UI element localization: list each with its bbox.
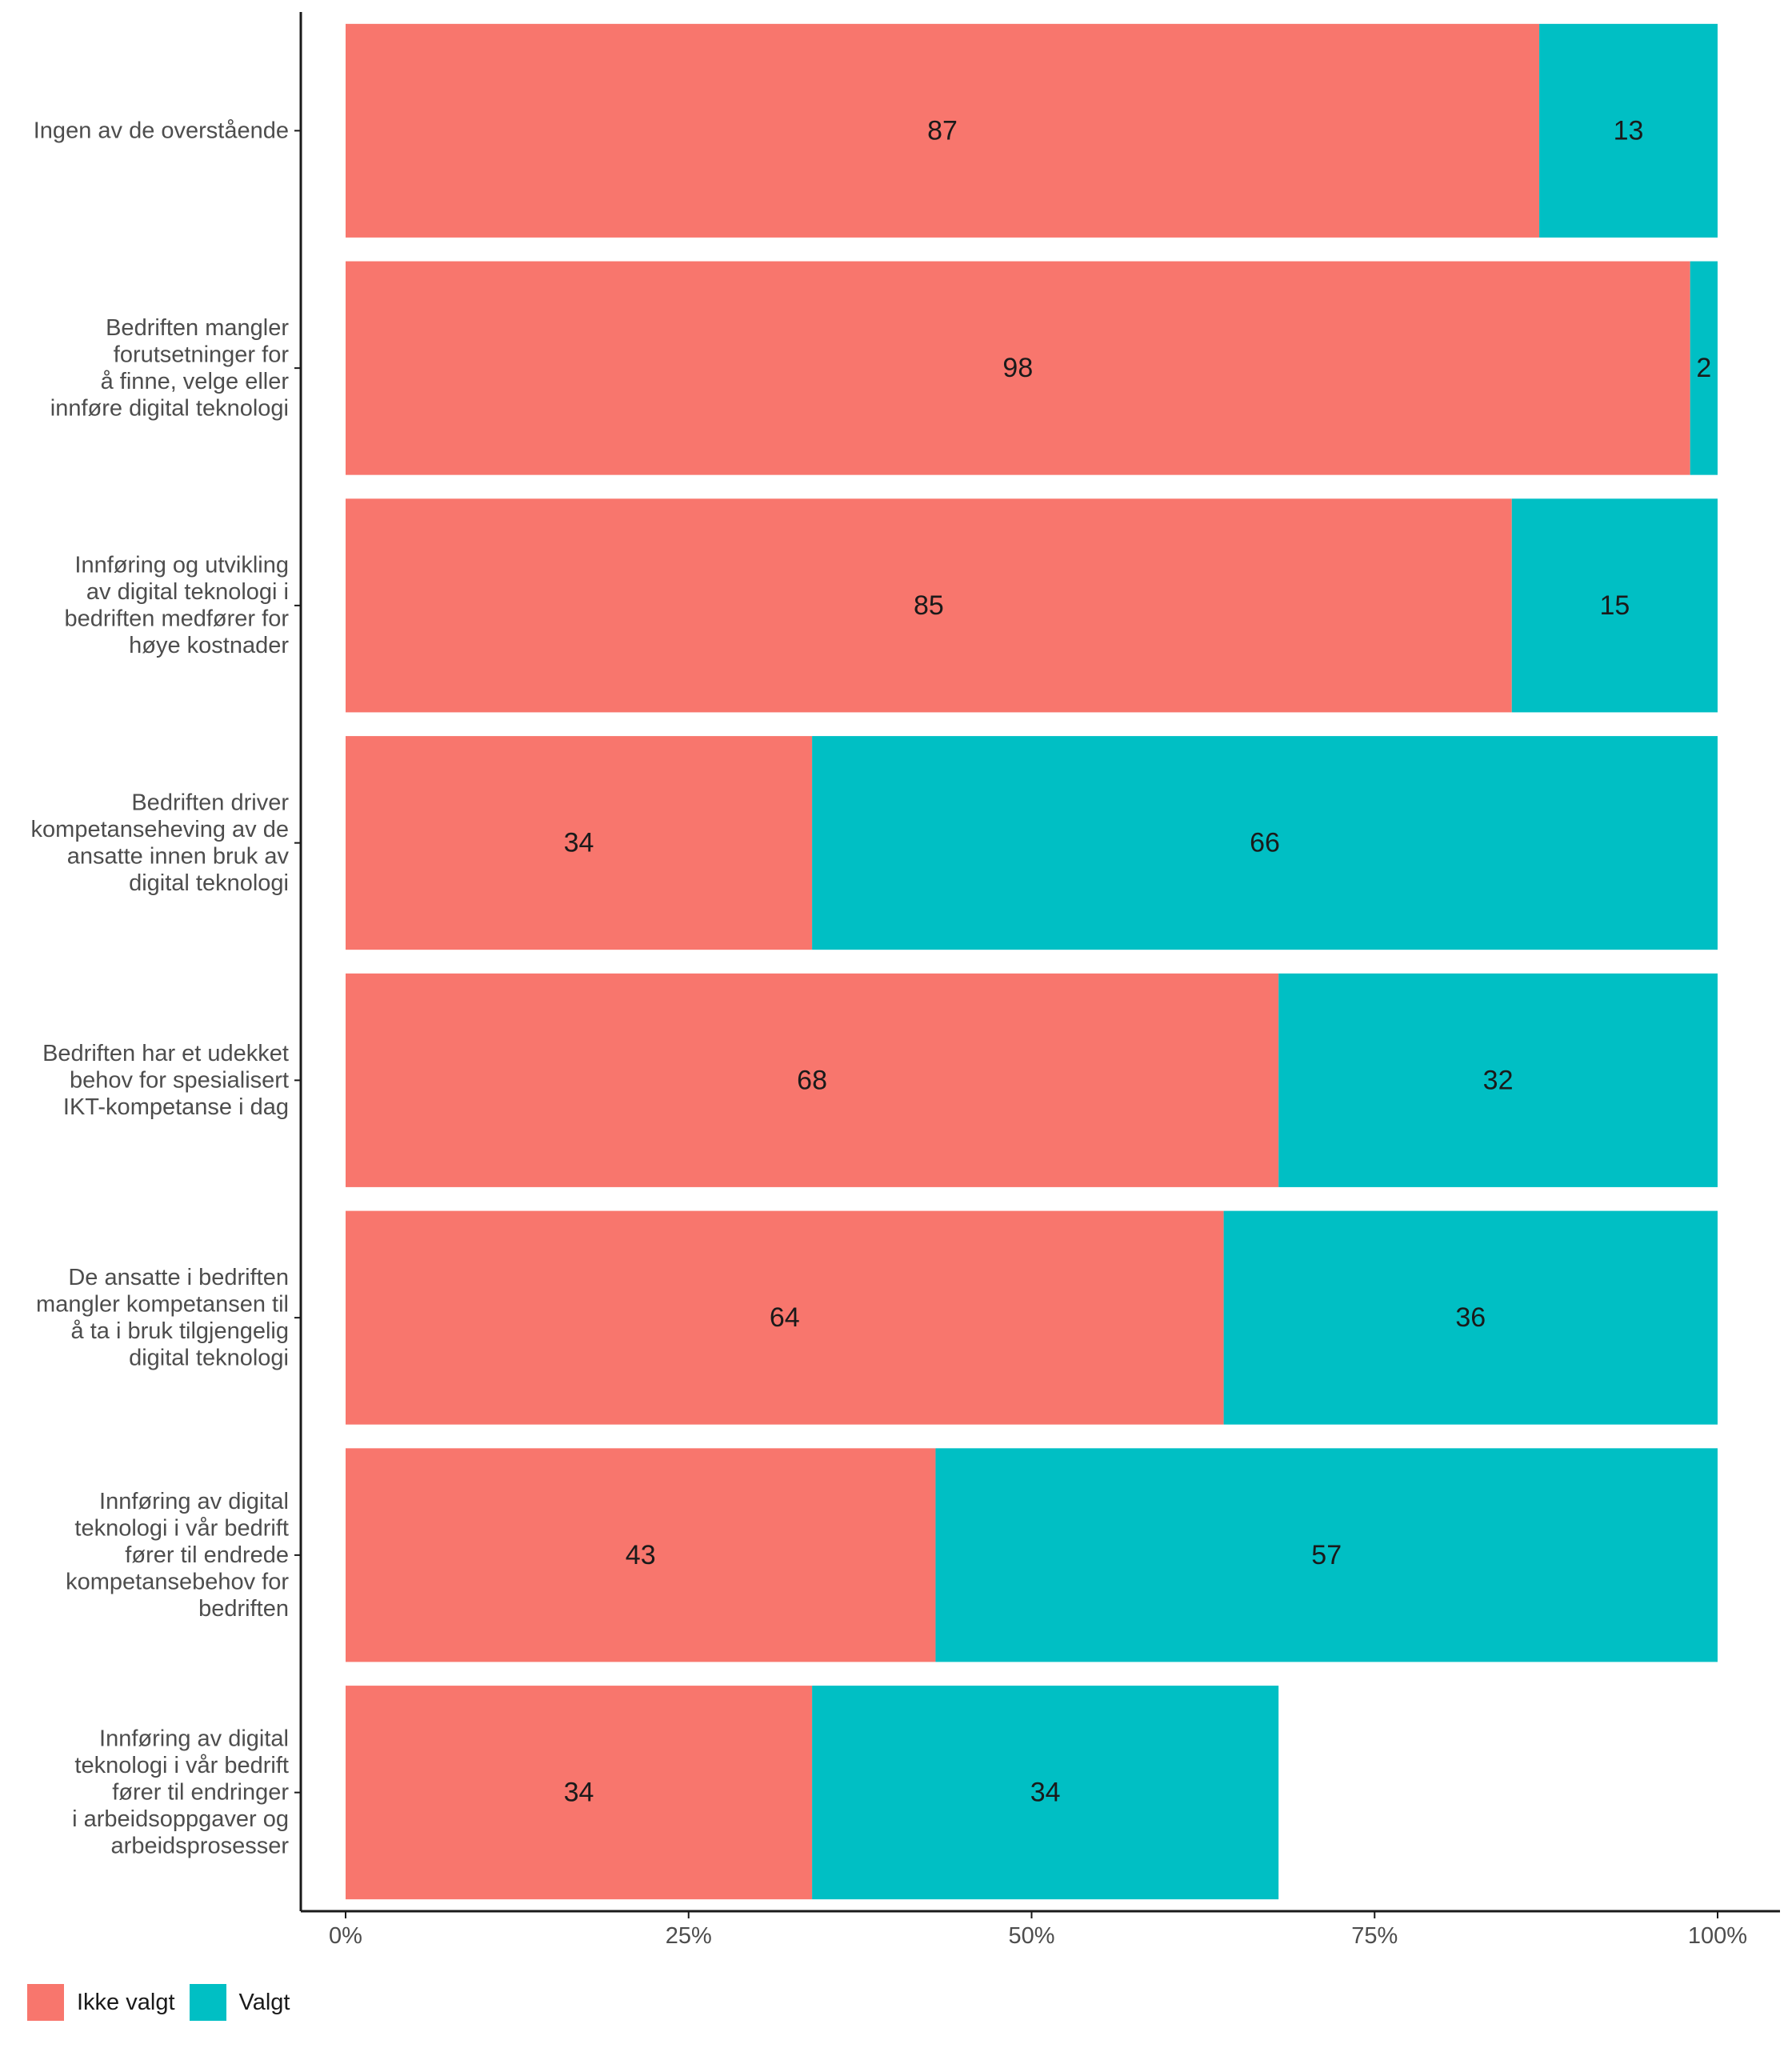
bar-ikke-valgt-5 — [346, 1210, 1224, 1425]
data-label-valgt-0: 13 — [1614, 115, 1644, 146]
bar-valgt-5 — [1223, 1210, 1718, 1425]
data-label-valgt-7: 34 — [1030, 1778, 1061, 1808]
category-label-line: kompetansebehov for — [66, 1569, 289, 1594]
category-label-line: innføre digital teknologi — [50, 395, 289, 421]
category-label-line: fører til endrede — [125, 1542, 289, 1568]
data-label-ikke-valgt-1: 98 — [1002, 353, 1033, 383]
bar-ikke-valgt-2 — [346, 498, 1512, 713]
legend-label-valgt: Valgt — [238, 1989, 290, 2015]
category-label-7: Innføring av digital teknologi i vår bedr… — [72, 1726, 289, 1859]
legend-item-ikke-valgt: Ikke valgt — [27, 1984, 175, 2021]
category-label-4: Bedriften har et udekket behov for spesia… — [42, 1041, 289, 1120]
category-label-line: IKT-kompetanse i dag — [63, 1094, 289, 1120]
category-label-line: digital teknologi — [129, 870, 289, 896]
legend-item-valgt: Valgt — [189, 1984, 290, 2021]
category-label-line: Innføring av digital — [99, 1489, 289, 1514]
category-label-line: av digital teknologi i — [86, 579, 289, 605]
category-label-line: bedriften medfører for — [65, 606, 290, 632]
x-tick-label-3: 75% — [1351, 1923, 1398, 1949]
category-label-2: Innføring og utvikling av digital teknolo… — [65, 553, 290, 659]
data-labels-layer: 87 13 98 2 85 15 34 66 68 32 64 36 43 57 34 34 — [564, 115, 1712, 1807]
category-label-line: digital teknologi — [129, 1345, 289, 1370]
x-tick-label-4: 100% — [1688, 1923, 1747, 1949]
data-label-ikke-valgt-6: 43 — [626, 1540, 656, 1570]
category-label-line: Innføring av digital — [99, 1726, 289, 1752]
data-label-valgt-4: 32 — [1483, 1065, 1514, 1095]
category-label-line: fører til endringer — [112, 1780, 289, 1806]
category-label-5: De ansatte i bedriften mangler kompetanse… — [36, 1265, 289, 1371]
category-label-line: kompetanseheving av de — [31, 817, 289, 842]
data-label-ikke-valgt-5: 64 — [770, 1302, 800, 1333]
data-label-valgt-1: 2 — [1696, 353, 1711, 383]
bar-valgt-6 — [935, 1448, 1718, 1662]
category-label-1: Bedriften mangler forutsetninger for å fin… — [50, 315, 290, 422]
x-tick-label-0: 0% — [329, 1923, 362, 1949]
category-label-line: teknologi i vår bedrift — [74, 1753, 289, 1778]
bar-valgt-2 — [1511, 498, 1718, 713]
data-label-valgt-6: 57 — [1311, 1540, 1342, 1570]
category-label-line: Ingen av de overstående — [34, 118, 289, 143]
category-labels-layer: Ingen av de overstående Bedriften mangler… — [31, 118, 290, 1858]
stacked-bar-chart: 87 13 98 2 85 15 34 66 68 32 64 36 43 57 34 34 Ingen av… — [31, 12, 1780, 1949]
x-tick-label-1: 25% — [666, 1923, 712, 1949]
category-label-line: Innføring og utvikling — [74, 553, 289, 578]
bar-valgt-0 — [1539, 23, 1718, 238]
category-label-line: forutsetninger for — [114, 342, 290, 367]
bar-ikke-valgt-3 — [346, 736, 813, 950]
category-label-line: å ta i bruk tilgjengelig — [71, 1318, 289, 1344]
category-label-6: Innføring av digital teknologi i vår bedr… — [66, 1489, 289, 1622]
axes-layer: 0% 25% 50% 75% 100% — [294, 12, 1780, 1949]
category-label-line: å finne, velge eller — [101, 369, 290, 394]
bar-ikke-valgt-7 — [346, 1686, 813, 1900]
bar-valgt-4 — [1278, 973, 1718, 1187]
legend-label-ikke-valgt: Ikke valgt — [77, 1989, 175, 2015]
category-label-3: Bedriften driver kompetanseheving av de an… — [31, 790, 290, 896]
data-label-ikke-valgt-7: 34 — [564, 1778, 594, 1808]
bar-valgt-7 — [812, 1686, 1279, 1900]
data-label-ikke-valgt-2: 85 — [914, 590, 944, 621]
category-label-line: De ansatte i bedriften — [68, 1265, 289, 1290]
category-label-line: Bedriften har et udekket — [42, 1041, 289, 1066]
legend: Ikke valgt Valgt — [27, 1984, 304, 2021]
data-label-ikke-valgt-0: 87 — [927, 115, 958, 146]
category-label-line: arbeidsprosesser — [111, 1834, 290, 1859]
bars-layer — [346, 23, 1718, 1900]
data-label-valgt-3: 66 — [1250, 828, 1280, 858]
bar-valgt-1 — [1690, 261, 1718, 475]
bar-ikke-valgt-6 — [346, 1448, 936, 1662]
data-label-ikke-valgt-3: 34 — [564, 828, 594, 858]
category-label-line: bedriften — [198, 1596, 289, 1622]
category-label-line: høye kostnader — [129, 633, 289, 658]
data-label-valgt-2: 15 — [1599, 590, 1630, 621]
category-label-line: i arbeidsoppgaver og — [72, 1806, 289, 1832]
category-label-line: teknologi i vår bedrift — [74, 1515, 289, 1541]
category-label-line: ansatte innen bruk av — [67, 843, 290, 869]
category-label-line: Bedriften mangler — [106, 315, 289, 341]
bar-valgt-3 — [812, 736, 1718, 950]
legend-key-valgt — [189, 1984, 226, 2021]
category-label-0: Ingen av de overstående — [34, 118, 289, 143]
bar-ikke-valgt-4 — [346, 973, 1279, 1187]
category-label-line: Bedriften driver — [131, 790, 289, 815]
bar-ikke-valgt-0 — [346, 23, 1540, 238]
bar-ikke-valgt-1 — [346, 261, 1690, 475]
category-label-line: mangler kompetansen til — [36, 1291, 289, 1317]
data-label-ikke-valgt-4: 68 — [797, 1065, 827, 1095]
legend-key-ikke-valgt — [27, 1984, 64, 2021]
category-label-line: behov for spesialisert — [70, 1067, 289, 1093]
data-label-valgt-5: 36 — [1455, 1302, 1486, 1333]
x-tick-label-2: 50% — [1008, 1923, 1054, 1949]
